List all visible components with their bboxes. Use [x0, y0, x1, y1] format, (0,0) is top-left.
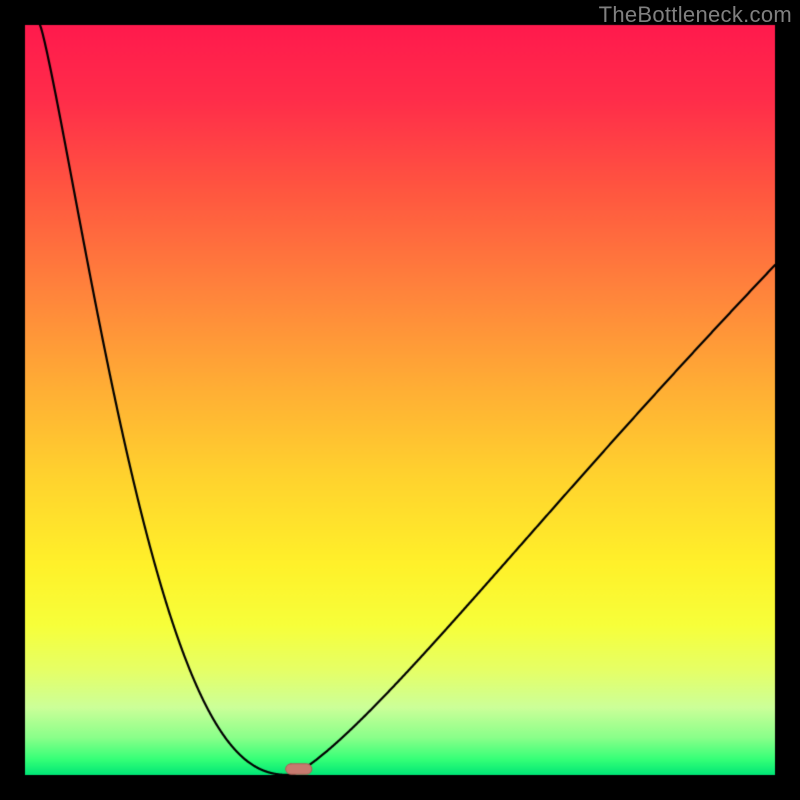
watermark-text: TheBottleneck.com — [599, 2, 792, 28]
bottleneck-chart-canvas — [0, 0, 800, 800]
chart-container: TheBottleneck.com — [0, 0, 800, 800]
